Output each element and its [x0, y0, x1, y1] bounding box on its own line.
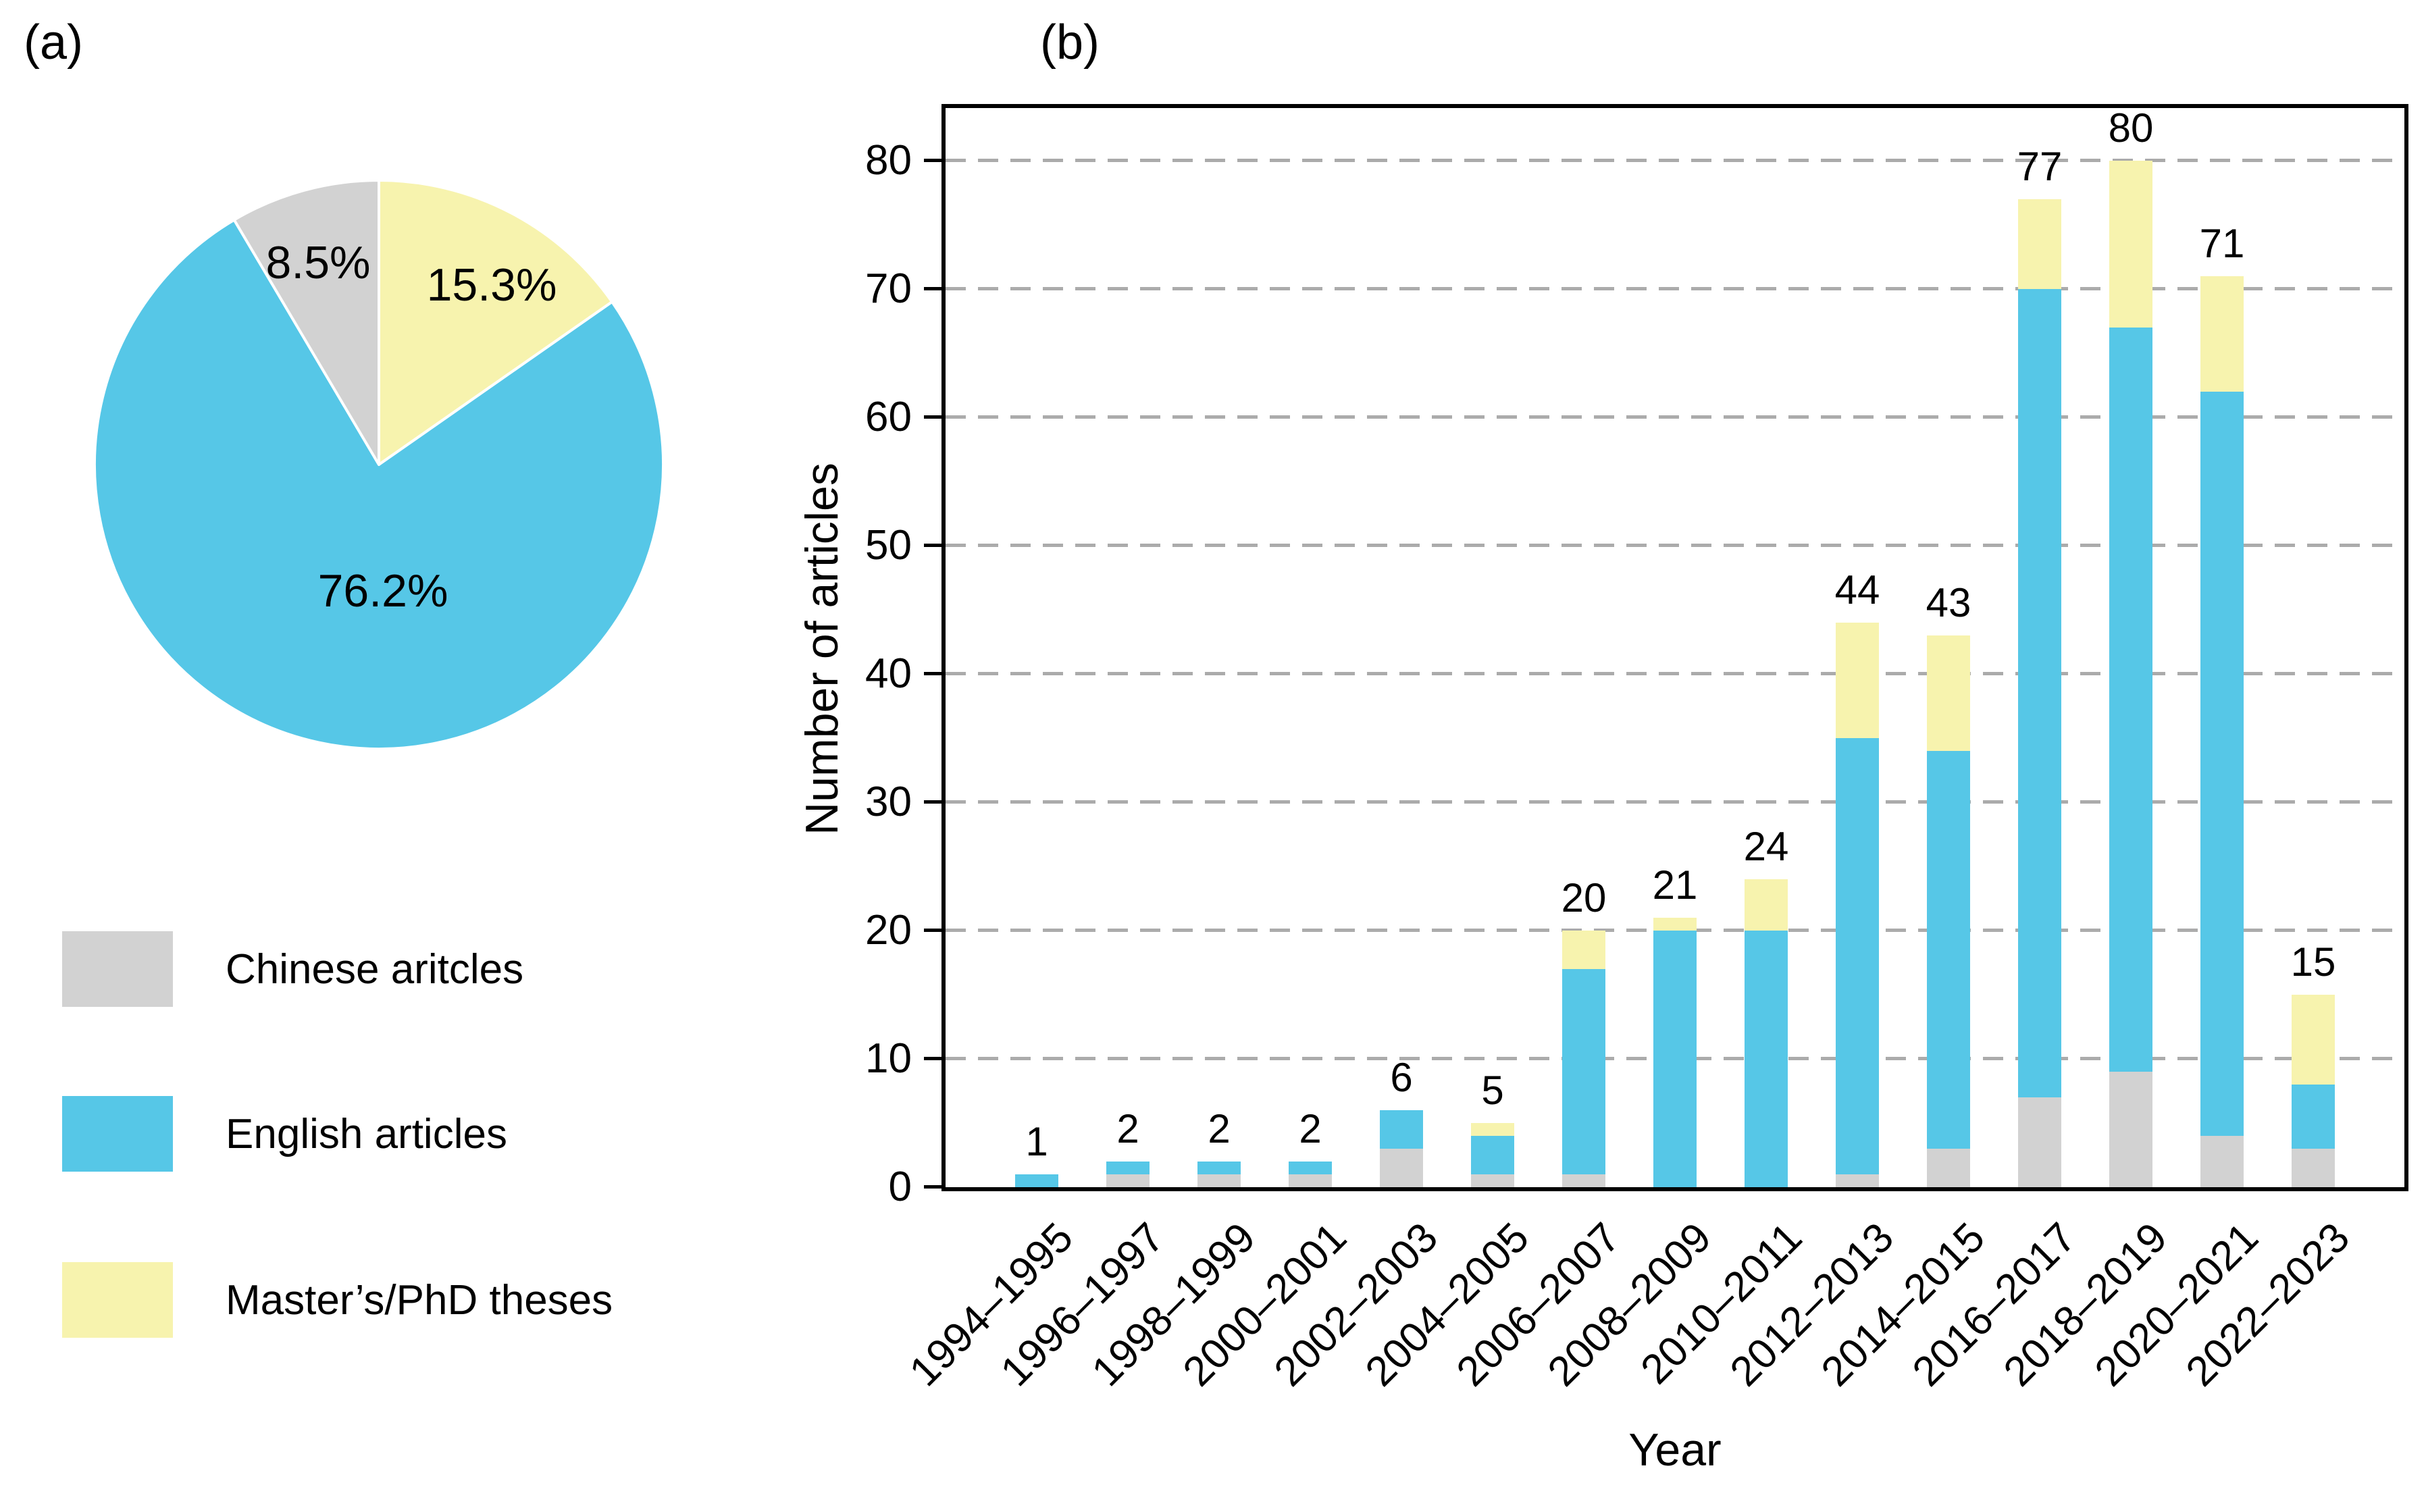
bar-segment: [1197, 1162, 1241, 1174]
y-tick-label: 70: [865, 265, 912, 312]
bar-total-label: 5: [1481, 1068, 1504, 1113]
bar-segment: [1197, 1174, 1241, 1187]
bar-segment: [2109, 328, 2152, 1072]
bar-segment: [2200, 392, 2244, 1136]
legend-label: Master’s/PhD theses: [226, 1276, 613, 1324]
y-tick-mark: [924, 1185, 944, 1189]
y-tick-label: 40: [865, 650, 912, 697]
bar-total-label: 71: [2199, 221, 2245, 266]
bar-segment: [1745, 931, 1788, 1187]
gridline: [946, 672, 2404, 675]
bar-segment: [1927, 751, 1970, 1149]
y-tick-mark: [924, 672, 944, 675]
y-tick-label: 30: [865, 779, 912, 825]
x-axis-title: Year: [1628, 1424, 1722, 1476]
bar-segment: [1289, 1162, 1332, 1174]
bar-segment: [1927, 1149, 1970, 1187]
legend-label: English articles: [226, 1110, 507, 1157]
gridline: [946, 544, 2404, 547]
bar-segment: [1927, 635, 1970, 751]
bar-segment: [1836, 738, 1879, 1174]
y-tick-label: 60: [865, 394, 912, 440]
bar-segment: [2292, 1149, 2335, 1187]
bar-segment: [2018, 1097, 2061, 1187]
bar-segment: [1471, 1136, 1514, 1174]
bar-segment: [2109, 1072, 2152, 1187]
bar-segment: [1380, 1149, 1423, 1187]
stacked-bar-plot: 1 2 2 2 6 5 20 21 24 44 43 77 80 71 15: [946, 105, 2404, 1187]
panel-a-label: (a): [24, 16, 83, 70]
plot-frame: [941, 104, 2408, 1191]
legend-swatch-theses: [62, 1262, 173, 1338]
y-tick-mark: [924, 544, 944, 547]
bar-total-label: 2: [1208, 1106, 1231, 1151]
y-tick-label: 50: [865, 522, 912, 569]
pie-slice-percentage-label: 76.2%: [317, 565, 448, 617]
gridline: [946, 800, 2404, 804]
panel-b-label: (b): [1040, 16, 1100, 70]
pie-slice-percentage-label: 15.3%: [426, 259, 557, 311]
pie-slice-percentage-label: 8.5%: [265, 237, 371, 288]
bar-segment: [2292, 995, 2335, 1085]
bar-total-label: 2: [1116, 1106, 1139, 1151]
bar-segment: [1653, 931, 1697, 1187]
bar-segment: [2018, 289, 2061, 1097]
bar-segment: [1562, 931, 1605, 969]
y-tick-mark: [924, 415, 944, 419]
y-tick-label: 80: [865, 137, 912, 184]
pie-slice: [232, 179, 380, 466]
legend-label: Chinese aritcles: [226, 945, 524, 993]
bar-total-label: 2: [1299, 1106, 1322, 1151]
y-tick-label: 0: [888, 1164, 912, 1210]
y-axis-title: Number of articles: [796, 463, 848, 835]
bar-total-label: 15: [2290, 939, 2336, 985]
bar-total-label: 1: [1025, 1119, 1048, 1164]
legend-swatch-english-articles: [62, 1096, 173, 1172]
bar-segment: [1289, 1174, 1332, 1187]
legend-swatch-chinese-articles: [62, 931, 173, 1007]
y-tick-mark: [924, 1057, 944, 1060]
bar-segment: [1562, 1174, 1605, 1187]
bar-segment: [2200, 1136, 2244, 1187]
bar-total-label: 44: [1834, 567, 1880, 612]
bar-total-label: 80: [2108, 105, 2154, 151]
bar-segment: [1471, 1174, 1514, 1187]
bar-total-label: 20: [1561, 875, 1607, 920]
bar-segment: [1745, 879, 1788, 931]
legend-item-chinese-articles: Chinese aritcles: [62, 931, 523, 1008]
bar-segment: [2018, 199, 2061, 289]
legend-item-theses: Master’s/PhD theses: [62, 1261, 613, 1338]
bar-total-label: 6: [1390, 1055, 1413, 1100]
pie-slice: [378, 179, 614, 466]
bar-segment: [1653, 918, 1697, 931]
bar-total-label: 77: [2017, 144, 2063, 189]
bar-segment: [1106, 1174, 1150, 1187]
bar-segment: [1562, 969, 1605, 1174]
gridline: [946, 159, 2404, 162]
y-tick-mark: [924, 929, 944, 932]
y-tick-label: 10: [865, 1035, 912, 1082]
bar-total-label: 24: [1743, 824, 1789, 869]
bar-segment: [1015, 1174, 1058, 1187]
bar-total-label: 43: [1926, 580, 1971, 625]
bar-segment: [2200, 276, 2244, 392]
bar-segment: [1380, 1110, 1423, 1149]
bar-segment: [1106, 1162, 1150, 1174]
bar-segment: [2292, 1085, 2335, 1149]
pie-slice: [93, 218, 665, 750]
bar-segment: [2109, 161, 2152, 328]
bar-total-label: 21: [1652, 862, 1698, 908]
gridline: [946, 287, 2404, 290]
gridline: [946, 415, 2404, 419]
legend-item-english-articles: English articles: [62, 1095, 507, 1172]
bar-segment: [1836, 1174, 1879, 1187]
bar-segment: [1836, 623, 1879, 738]
y-tick-mark: [924, 287, 944, 290]
y-tick-mark: [924, 159, 944, 162]
y-tick-mark: [924, 800, 944, 804]
bar-segment: [1471, 1123, 1514, 1136]
y-tick-label: 20: [865, 907, 912, 954]
